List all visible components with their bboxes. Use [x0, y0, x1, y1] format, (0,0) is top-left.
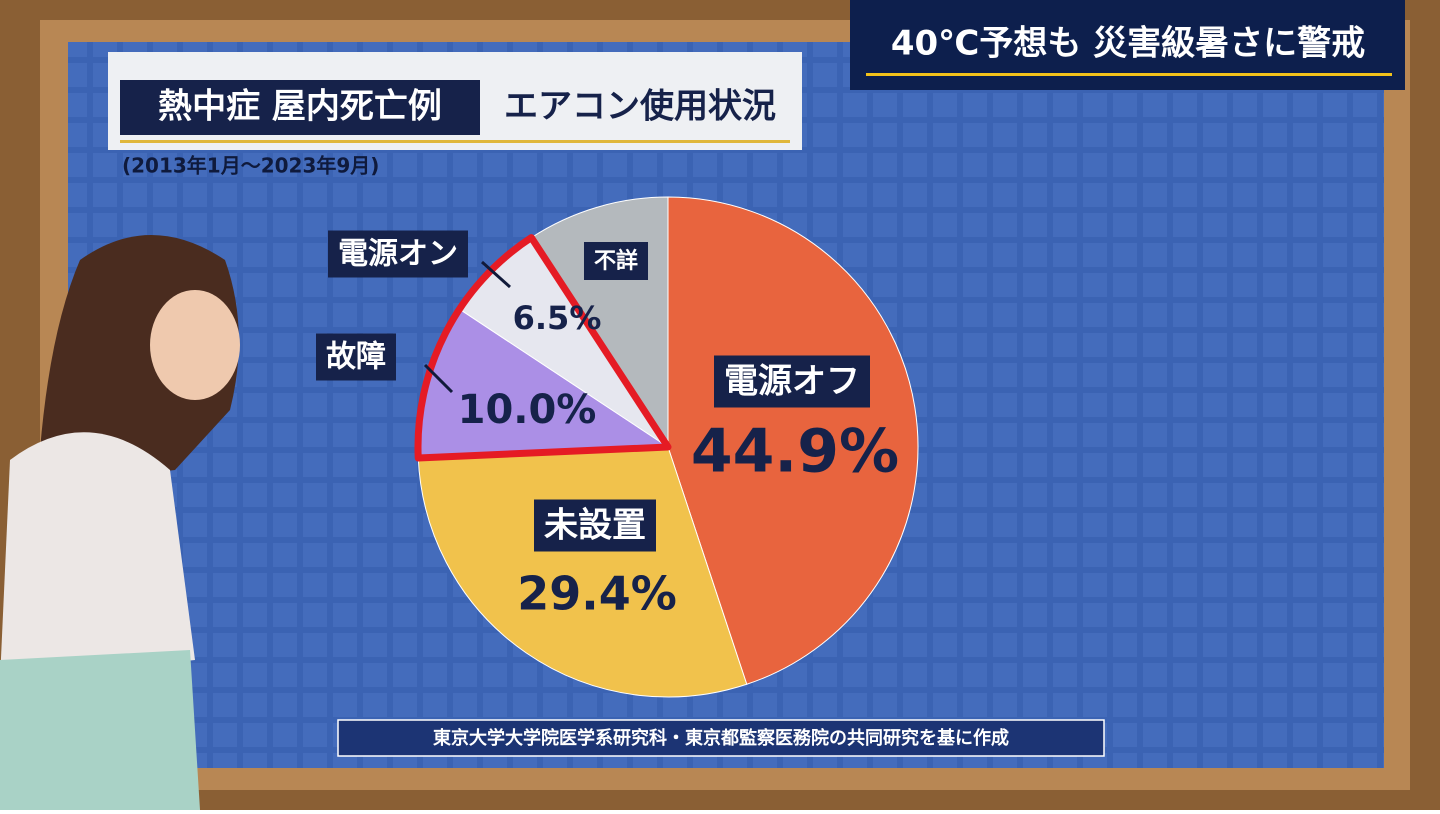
banner-underline: [866, 73, 1392, 76]
category-box: [583, 242, 649, 280]
leader-line: [423, 363, 454, 394]
presenter: [0, 235, 240, 810]
blouse: [0, 432, 195, 680]
value-label: 44.9%: [691, 417, 899, 487]
chart-title: 熱中症 屋内死亡例: [158, 87, 442, 127]
title-box: [120, 80, 480, 135]
face: [150, 290, 240, 400]
category-box: [316, 333, 396, 381]
pie-slice: [667, 196, 919, 685]
value-label: 6.5%: [513, 299, 602, 337]
category-label: 電源オフ: [724, 362, 860, 402]
highlight: [414, 234, 672, 462]
banner: 40℃予想も 災害級暑さに警戒: [891, 24, 1365, 64]
category-label: 電源オン: [338, 237, 458, 272]
skirt: [0, 650, 200, 810]
category-label: 未設置: [544, 506, 646, 546]
chart-subtitle: エアコン使用状況: [504, 87, 776, 127]
source-box: [337, 719, 1105, 757]
source: 東京大学大学院医学系研究科・東京都監察医務院の共同研究を基に作成: [433, 727, 1009, 749]
category-label: 不詳: [594, 248, 638, 274]
period: (2013年1月～2023年9月): [122, 154, 379, 178]
pie: 電源オフ 44.9% 未設置 29.4% 故障 10.0% 電源オン 6.5% 不詳: [316, 196, 919, 698]
category-label: 故障: [326, 340, 386, 375]
value-label: 29.4%: [517, 567, 677, 621]
category-box: [534, 499, 656, 552]
leader-line: [481, 260, 511, 289]
pie-slice: [417, 446, 748, 698]
title-underline: [120, 140, 790, 143]
category-box: [328, 230, 468, 278]
value-label: 10.0%: [458, 387, 597, 433]
category-box: [714, 355, 870, 408]
